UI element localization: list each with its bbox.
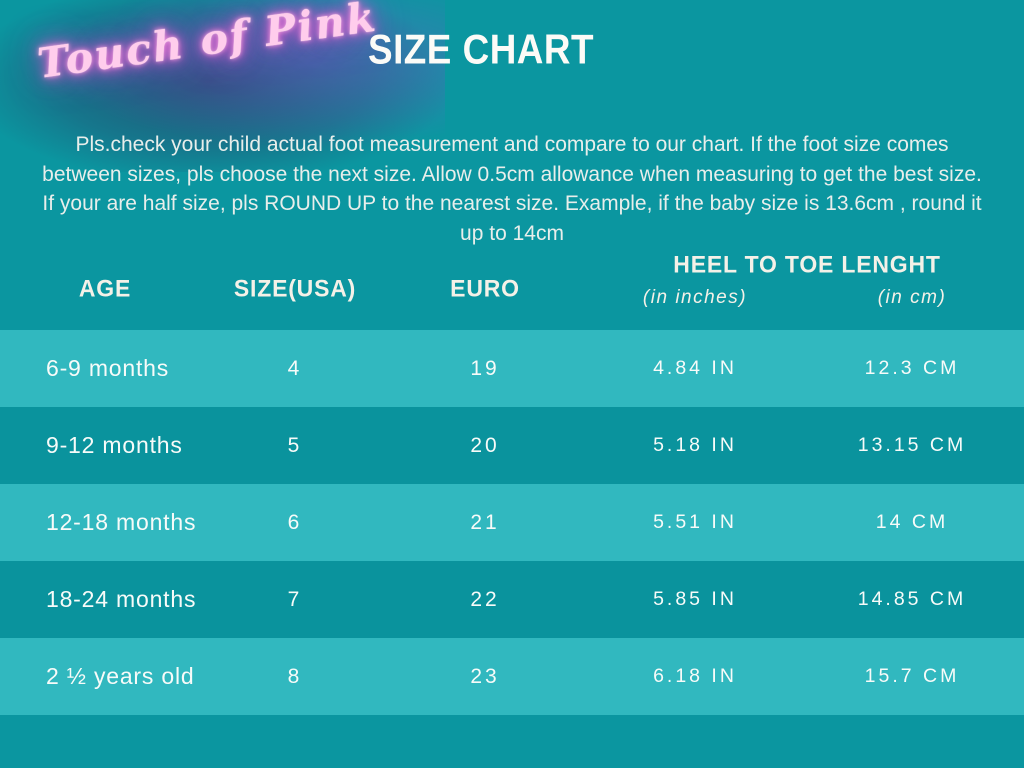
inches-cell: 5.18 IN [653,434,737,456]
page-title: SIZE CHART [368,27,595,74]
table-row: 6-9 months 4 19 4.84 IN 12.3 CM [0,330,1024,407]
brand-logo: Touch of Pink [0,0,445,172]
size-usa-cell: 6 [287,510,303,534]
column-header-size-usa: SIZE(USA) [233,273,357,302]
size-usa-cell: 4 [287,356,303,380]
heel-to-toe-subheaders: (in inches) (in cm) [590,287,1024,309]
column-header-euro: EURO [450,273,520,302]
brand-logo-text: Touch of Pink [34,0,380,88]
table-row: 18-24 months 7 22 5.85 IN 14.85 CM [0,561,1024,638]
cm-cell: 13.15 CM [857,434,967,456]
intro-text: Pls.check your child actual foot measure… [0,130,1024,248]
size-usa-cell: 5 [287,433,303,457]
inches-cell: 5.85 IN [653,588,737,610]
euro-cell: 20 [470,433,500,457]
table-header: AGE SIZE(USA) EURO HEEL TO TOE LENGHT (i… [0,246,1024,330]
age-cell: 12-18 months [46,509,197,535]
euro-cell: 19 [470,356,500,380]
cm-cell: 14 CM [875,511,949,533]
intro-line: If your are half size, pls ROUND UP to t… [42,192,982,215]
column-subheader-cm: (in cm) [877,287,947,308]
euro-cell: 22 [470,587,500,611]
table-row: 2 ½ years old 8 23 6.18 IN 15.7 CM [0,638,1024,715]
table-row: 12-18 months 6 21 5.51 IN 14 CM [0,484,1024,561]
heel-to-toe-label: HEEL TO TOE LENGHT [673,250,941,278]
size-usa-cell: 7 [287,587,303,611]
intro-line: Pls.check your child actual foot measure… [75,133,949,156]
intro-line: up to 14cm [460,221,564,245]
table-row: 9-12 months 5 20 5.18 IN 13.15 CM [0,407,1024,484]
size-table: 6-9 months 4 19 4.84 IN 12.3 CM 9-12 mon… [0,330,1024,715]
age-cell: 6-9 months [46,355,170,381]
cm-cell: 12.3 CM [864,357,960,379]
size-usa-cell: 8 [287,664,303,688]
euro-cell: 21 [470,510,500,534]
age-cell: 9-12 months [46,432,183,458]
cm-cell: 14.85 CM [857,588,967,610]
column-header-age: AGE [78,273,132,302]
age-cell: 18-24 months [46,586,197,612]
euro-cell: 23 [470,664,500,688]
age-cell: 2 ½ years old [46,663,195,689]
inches-cell: 6.18 IN [653,665,737,687]
cm-cell: 15.7 CM [864,665,960,687]
inches-cell: 4.84 IN [653,357,737,379]
column-header-heel-to-toe: HEEL TO TOE LENGHT (in inches) (in cm) [590,246,1024,330]
column-subheader-inches: (in inches) [642,287,748,308]
inches-cell: 5.51 IN [653,511,737,533]
intro-line: between sizes, pls choose the next size.… [42,162,982,186]
